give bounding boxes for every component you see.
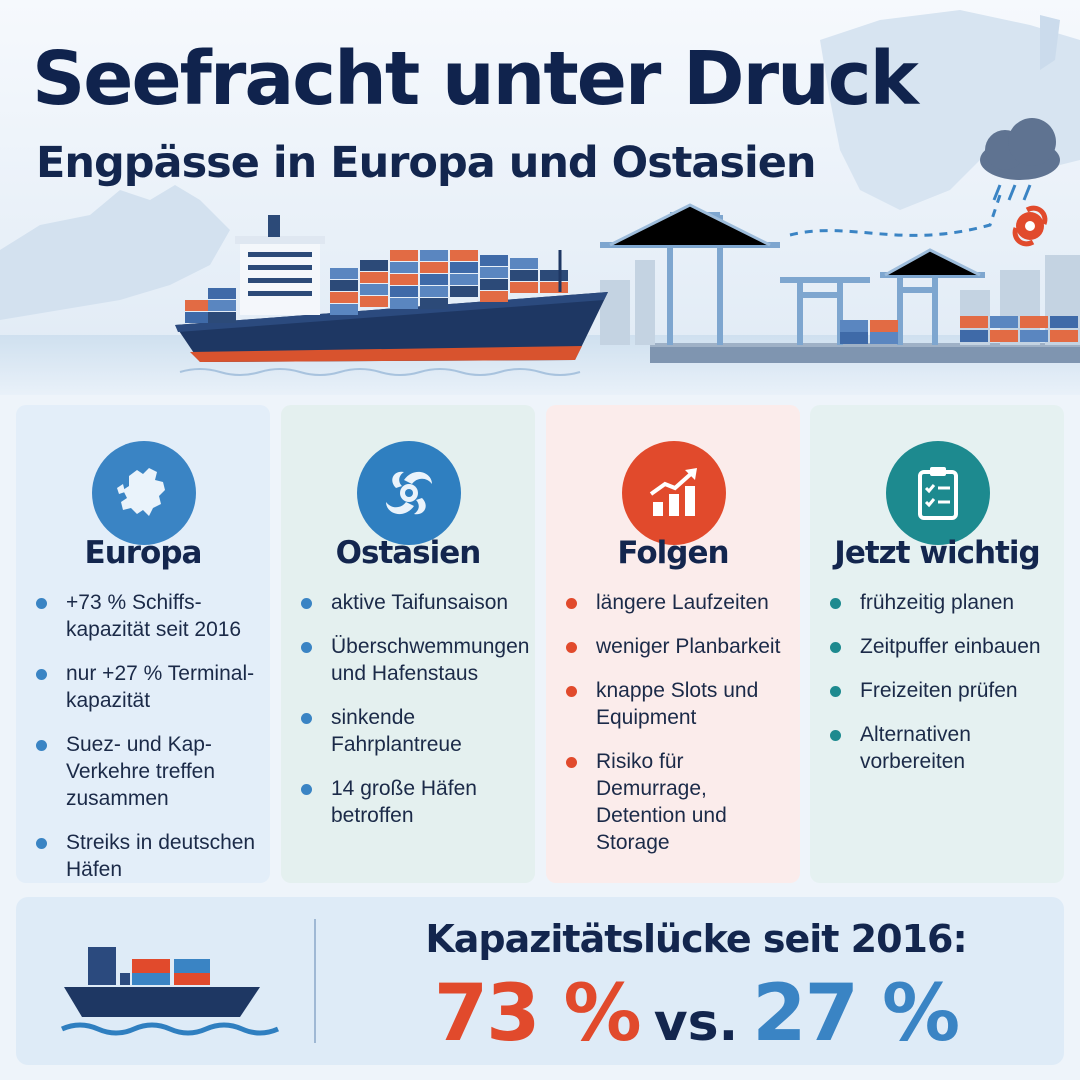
list-item: 14 große Häfen betroffen: [301, 775, 525, 829]
rising-chart-icon: [622, 441, 726, 545]
ship-container: [420, 274, 448, 285]
port-scene-illustration: [0, 0, 1080, 395]
ship-container: [330, 304, 358, 315]
ship-container: [450, 250, 478, 261]
ship-container: [450, 274, 478, 285]
storm-cloud-icon: [980, 118, 1060, 201]
typhoon-symbol-icon: [1012, 205, 1048, 247]
list-item: Streiks in deutschen Häfen: [36, 829, 260, 883]
page-title: Seefracht unter Druck: [32, 36, 919, 122]
capacity-gap-summary: Kapazitätslücke seit 2016: 73 % vs. 27 %: [16, 897, 1064, 1065]
typhoon-icon: [357, 441, 461, 545]
ship-container: [390, 286, 418, 297]
ship-container: [450, 286, 478, 297]
list-item: Zeitpuffer einbauen: [830, 633, 1054, 660]
list-item: aktive Taifunsaison: [301, 589, 525, 616]
ship-container: [185, 312, 213, 323]
ship-container: [185, 300, 213, 311]
ship-container: [540, 282, 568, 293]
page-subtitle: Engpässe in Europa und Ostasien: [36, 138, 817, 188]
ship-container: [480, 255, 508, 266]
list-item: +73 % Schiffs-kapazität seit 2016: [36, 589, 260, 643]
info-cards: Europa +73 % Schiffs-kapazität seit 2016…: [16, 405, 1064, 885]
card-ostasien: Ostasien aktive Taifunsaison Überschwemm…: [281, 405, 535, 883]
container-ship-icon: [60, 947, 280, 1036]
list-item: Alternativen vorbereiten: [830, 721, 1054, 775]
ship-container: [480, 279, 508, 290]
clipboard-checklist-icon: [886, 441, 990, 545]
card-title: Europa: [84, 535, 203, 571]
divider: [314, 919, 316, 1043]
ship-container: [510, 258, 538, 269]
ship-container: [330, 292, 358, 303]
ship-container: [390, 250, 418, 261]
ship-container: [208, 300, 236, 311]
ship-container: [480, 291, 508, 302]
card-list: aktive Taifunsaison Überschwemmungen und…: [301, 589, 529, 846]
ship-container: [360, 284, 388, 295]
ship-container: [208, 288, 236, 299]
versus-label: vs.: [653, 993, 739, 1053]
list-item: Freizeiten prüfen: [830, 677, 1054, 704]
ship-container: [390, 298, 418, 309]
card-list: längere Laufzeiten weniger Planbarkeit k…: [566, 589, 790, 873]
summary-label: Kapazitätslücke seit 2016:: [425, 917, 967, 961]
ship-capacity-value: 73 %: [433, 969, 642, 1059]
europe-map-icon: [92, 441, 196, 545]
ship-container: [360, 272, 388, 283]
ship-container: [208, 312, 236, 323]
list-item: nur +27 % Terminal-kapazität: [36, 660, 260, 714]
ship-container: [360, 296, 388, 307]
card-title: Folgen: [617, 535, 729, 571]
list-item: knappe Slots und Equipment: [566, 677, 790, 731]
list-item: weniger Planbarkeit: [566, 633, 790, 660]
ship-container: [330, 268, 358, 279]
terminal-capacity-value: 27 %: [752, 969, 960, 1059]
ship-container: [540, 270, 568, 281]
list-item: Risiko für Demurrage, Detention und Stor…: [566, 748, 790, 856]
list-item: sinkende Fahrplantreue: [301, 704, 525, 758]
card-title: Ostasien: [335, 535, 482, 571]
ship-container: [420, 250, 448, 261]
ship-container: [480, 267, 508, 278]
card-list: +73 % Schiffs-kapazität seit 2016 nur +2…: [36, 589, 260, 900]
capacity-comparison: 73 % vs. 27 %: [346, 969, 1046, 1059]
ship-container: [420, 286, 448, 297]
card-europa: Europa +73 % Schiffs-kapazität seit 2016…: [16, 405, 270, 883]
ship-container: [390, 262, 418, 273]
ship-container: [420, 298, 448, 309]
ship-container: [420, 262, 448, 273]
list-item: frühzeitig planen: [830, 589, 1054, 616]
ship-container: [390, 274, 418, 285]
ship-container: [330, 280, 358, 291]
list-item: Suez- und Kap-Verkehre treffen zusammen: [36, 731, 260, 812]
ship-container: [510, 282, 538, 293]
ship-container: [360, 260, 388, 271]
ship-container: [450, 262, 478, 273]
card-jetzt-wichtig: Jetzt wichtig frühzeitig planen Zeitpuff…: [810, 405, 1064, 883]
hero-illustration: Seefracht unter Druck Engpässe in Europa…: [0, 0, 1080, 395]
ship-container: [510, 270, 538, 281]
list-item: Überschwemmungen und Hafenstaus: [301, 633, 529, 687]
card-title: Jetzt wichtig: [834, 535, 1040, 571]
card-folgen: Folgen längere Laufzeiten weniger Planba…: [546, 405, 800, 883]
card-list: frühzeitig planen Zeitpuffer einbauen Fr…: [830, 589, 1054, 792]
container-ship-illustration: [175, 215, 608, 362]
list-item: längere Laufzeiten: [566, 589, 790, 616]
